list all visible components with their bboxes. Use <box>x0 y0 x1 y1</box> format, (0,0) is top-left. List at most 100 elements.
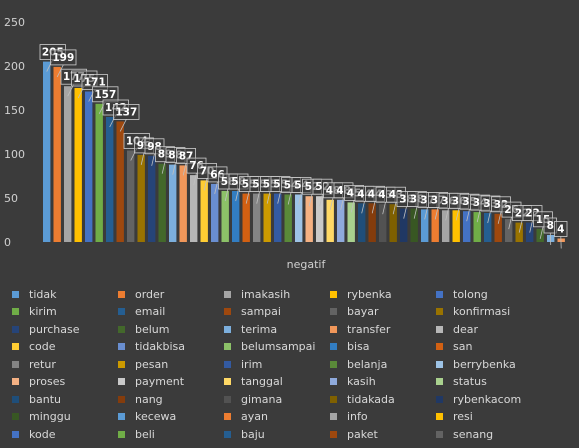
legend-item: kode <box>12 426 118 443</box>
bar <box>95 103 103 242</box>
legend-item: rybenka <box>330 286 436 303</box>
legend-item: retur <box>12 356 118 373</box>
legend-swatch <box>224 290 231 298</box>
data-label-leader <box>361 201 365 214</box>
bar <box>263 193 271 242</box>
legend-label: imakasih <box>241 287 291 301</box>
legend-label: belum <box>135 322 170 336</box>
data-label-text: 4 <box>557 224 564 236</box>
legend-label: transfer <box>347 322 391 336</box>
legend-swatch <box>330 325 337 333</box>
data-label-box <box>113 104 140 120</box>
bars <box>43 61 565 243</box>
legend-label: berrybenka <box>453 357 516 371</box>
data-label-leader <box>508 217 512 230</box>
legend-swatch <box>12 308 19 316</box>
legend-label: sampai <box>241 305 281 319</box>
bar <box>452 210 460 242</box>
legend-swatch <box>12 413 19 421</box>
y-tick-label: 50 <box>4 192 18 205</box>
legend-label: bisa <box>347 340 370 354</box>
data-labels: 2051991771751711571421371049998898887767… <box>39 44 568 249</box>
legend-swatch <box>330 378 337 386</box>
legend-label: email <box>135 305 166 319</box>
legend-label: rybenkacom <box>453 392 522 406</box>
data-label-text: 8 <box>547 220 554 232</box>
data-label-leader <box>277 191 281 204</box>
legend-swatch <box>330 343 337 351</box>
data-label-leader <box>151 153 155 166</box>
legend-item: tidakada <box>330 391 436 408</box>
data-label-text: 199 <box>52 52 74 64</box>
legend-swatch <box>436 360 443 368</box>
data-label-leader <box>340 197 344 210</box>
legend-swatch <box>436 343 443 351</box>
legend-item: berrybenka <box>436 356 542 373</box>
bar <box>473 212 481 242</box>
legend-item: belumsampai <box>224 339 330 356</box>
legend-label: paket <box>347 427 378 441</box>
data-label-leader <box>256 191 260 204</box>
legend-label: tanggal <box>241 375 283 389</box>
data-label-leader <box>424 207 428 220</box>
bar <box>442 210 450 242</box>
y-tick-label: 250 <box>4 16 25 29</box>
legend-swatch <box>12 343 19 351</box>
legend-label: purchase <box>29 322 80 336</box>
data-label-leader <box>329 197 334 210</box>
bar <box>127 150 135 242</box>
data-label-leader <box>214 181 218 194</box>
legend-swatch <box>224 430 231 438</box>
data-label-leader <box>235 188 239 202</box>
legend-swatch <box>118 360 125 368</box>
legend-label: dear <box>453 322 479 336</box>
legend-swatch <box>224 325 231 333</box>
legend-swatch <box>12 395 19 403</box>
legend-swatch <box>118 413 125 421</box>
legend-swatch <box>118 308 125 316</box>
data-label-text: 137 <box>115 106 137 118</box>
bar <box>274 193 282 242</box>
legend-item: minggu <box>12 409 118 426</box>
legend-item: rybenkacom <box>436 391 542 408</box>
bar <box>389 204 397 242</box>
bar <box>358 203 366 242</box>
legend-label: retur <box>29 357 56 371</box>
legend-label: code <box>29 340 56 354</box>
bar <box>232 191 240 242</box>
legend-item: irim <box>224 356 330 373</box>
bar <box>347 202 355 242</box>
data-label-leader <box>529 220 533 233</box>
legend-item: kirim <box>12 304 118 321</box>
legend-item: email <box>118 304 224 321</box>
legend-swatch <box>330 290 337 298</box>
legend-item: purchase <box>12 321 118 338</box>
data-label-leader <box>382 202 386 215</box>
bar <box>211 183 219 242</box>
data-label-box <box>554 221 568 237</box>
legend-label: order <box>135 287 165 301</box>
legend-item: gimana <box>224 391 330 408</box>
legend-label: kecewa <box>135 410 177 424</box>
legend-swatch <box>436 378 443 386</box>
data-label-text: 157 <box>94 89 116 101</box>
bar <box>106 117 114 242</box>
bar <box>368 203 376 242</box>
data-label-leader <box>518 220 523 233</box>
bar <box>337 199 345 242</box>
legend-swatch <box>12 430 19 438</box>
legend-swatch <box>436 395 443 403</box>
bar <box>379 204 387 242</box>
legend-label: payment <box>135 375 185 389</box>
data-label-leader <box>224 188 229 202</box>
legend-swatch <box>224 378 231 386</box>
legend-swatch <box>118 430 125 438</box>
bar <box>400 208 408 242</box>
legend-item: code <box>12 339 118 356</box>
legend: tidak order imakasih rybenka tolong kirim emai… <box>12 286 572 443</box>
legend-label: konfirmasi <box>453 305 511 319</box>
legend-item: payment <box>118 374 224 391</box>
legend-label: beli <box>135 427 155 441</box>
data-label: 171 <box>81 74 108 102</box>
legend-label: kode <box>29 427 56 441</box>
